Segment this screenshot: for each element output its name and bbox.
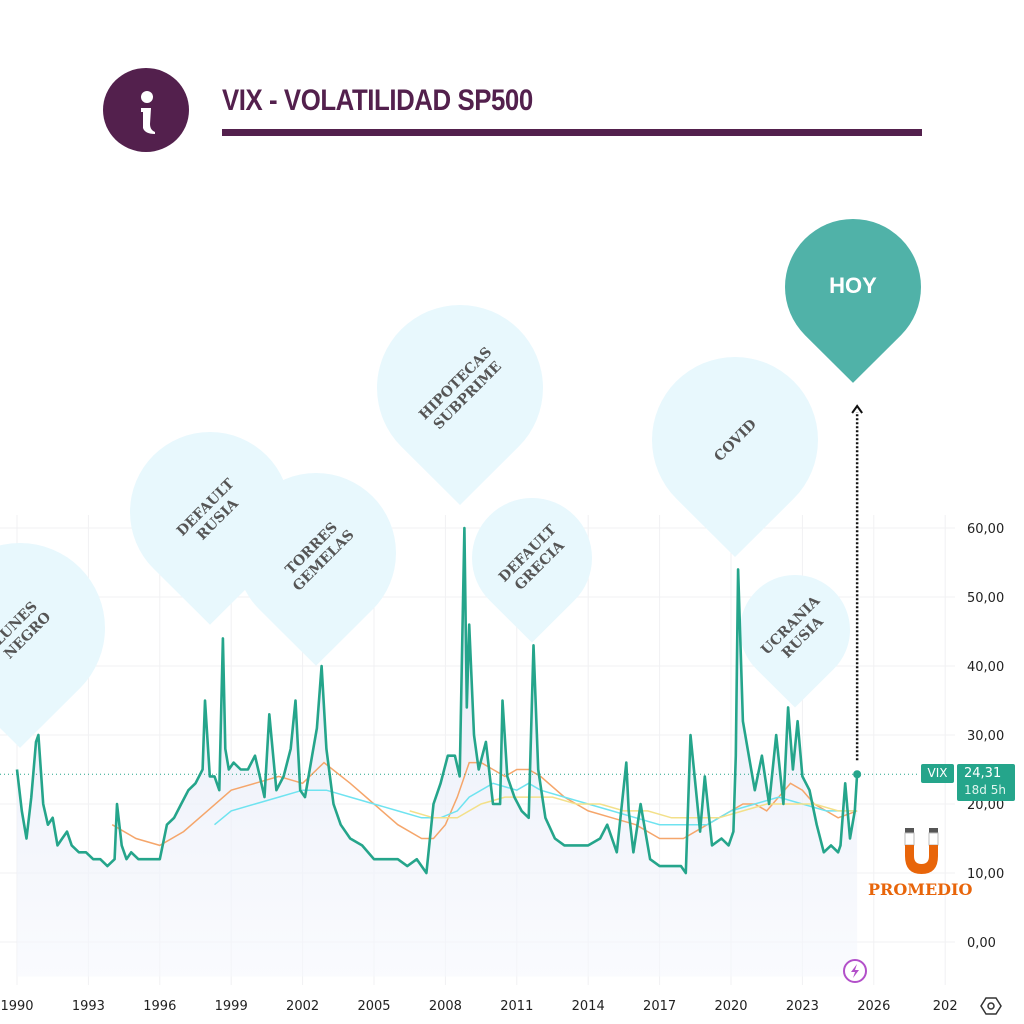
page-title: VIX - VOLATILIDAD SP500 bbox=[222, 84, 533, 117]
last-price-dot bbox=[853, 770, 862, 779]
y-tick-label: 20,00 bbox=[967, 798, 1004, 813]
x-tick-label: 1990 bbox=[0, 999, 33, 1014]
x-tick-label: 2005 bbox=[357, 999, 390, 1014]
x-tick-label: 2017 bbox=[643, 999, 676, 1014]
y-tick-label: 0,00 bbox=[967, 936, 996, 951]
title-underline bbox=[222, 129, 922, 136]
x-tick-label: 2014 bbox=[572, 999, 605, 1014]
x-tick-label: 202 bbox=[933, 999, 958, 1014]
x-tick-label: 2020 bbox=[714, 999, 747, 1014]
pin-shape bbox=[472, 497, 593, 643]
hoy-label: HOY bbox=[829, 273, 877, 298]
pin-shape bbox=[740, 574, 851, 708]
pin-shape bbox=[377, 304, 543, 506]
x-tick-label: 2011 bbox=[500, 999, 533, 1014]
arrow-up-icon bbox=[851, 404, 863, 414]
x-tick-label: 1999 bbox=[215, 999, 248, 1014]
event-pin: HIPOTECASSUBPRIME bbox=[377, 304, 543, 506]
x-tick-label: 2023 bbox=[786, 999, 819, 1014]
pin-shape bbox=[651, 356, 818, 558]
pin-shape bbox=[236, 472, 397, 666]
last-price-tag: 24,31 18d 5h bbox=[957, 764, 1015, 801]
vix-line bbox=[15, 526, 859, 875]
hoy-marker: HOY bbox=[785, 218, 922, 761]
magnet-icon bbox=[904, 828, 939, 874]
promedio-label: PROMEDIO bbox=[868, 880, 973, 899]
y-tick-label: 10,00 bbox=[967, 867, 1004, 882]
symbol-tag: VIX bbox=[921, 764, 954, 783]
y-tick-label: 60,00 bbox=[967, 522, 1004, 537]
y-tick-label: 40,00 bbox=[967, 660, 1004, 675]
vix-area bbox=[17, 528, 858, 977]
x-tick-label: 2008 bbox=[429, 999, 462, 1014]
x-tick-label: 2002 bbox=[286, 999, 319, 1014]
settings-icon[interactable] bbox=[980, 996, 1002, 1016]
series-layer bbox=[0, 526, 920, 977]
hoy-pin bbox=[785, 218, 922, 383]
moving-average-line bbox=[409, 796, 858, 819]
bar-countdown: 18d 5h bbox=[964, 783, 1006, 797]
event-pin: UCRANIARUSIA bbox=[740, 574, 851, 708]
x-tick-label: 1996 bbox=[143, 999, 176, 1014]
x-tick-label: 1993 bbox=[72, 999, 105, 1014]
event-pin: DEFAULTGRECIA bbox=[472, 497, 593, 643]
info-icon bbox=[103, 68, 189, 152]
y-tick-label: 50,00 bbox=[967, 591, 1004, 606]
x-tick-label: 2026 bbox=[857, 999, 890, 1014]
last-price-value: 24,31 bbox=[964, 766, 1002, 781]
event-pin: TORRESGEMELAS bbox=[236, 472, 397, 666]
event-pin: LUNESNEGRO bbox=[0, 543, 105, 748]
pin-shape bbox=[0, 543, 105, 748]
event-pin: COVID bbox=[651, 356, 818, 558]
x-axis: 1990 1993 1996 1999 2002 2005 2008 2011 2014 2017… bbox=[0, 999, 957, 1014]
y-tick-label: 30,00 bbox=[967, 729, 1004, 744]
y-axis: 60,00 50,00 40,00 30,00 20,00 10,00 0,00 bbox=[967, 522, 1004, 951]
lightning-icon[interactable] bbox=[841, 957, 869, 985]
